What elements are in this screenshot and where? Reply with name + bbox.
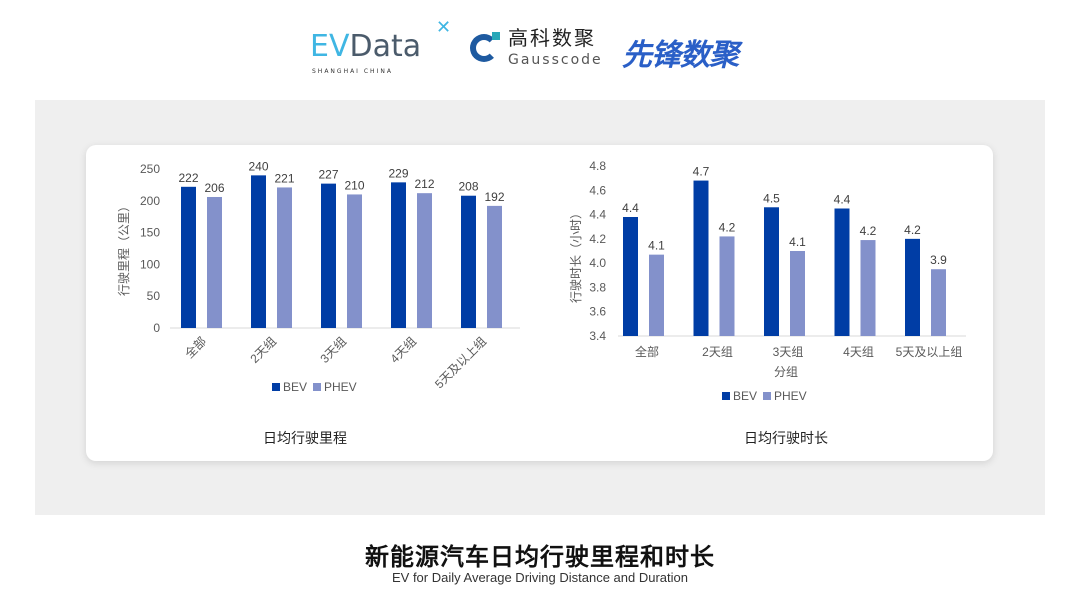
x-tick-label: 3天组 xyxy=(773,345,804,359)
data-label: 4.2 xyxy=(719,220,736,234)
x-axis-title: 分组 xyxy=(774,365,798,379)
bar-phev xyxy=(347,194,362,328)
legend-swatch-phev xyxy=(313,383,321,391)
y-axis-title: 行驶时长（小时） xyxy=(568,207,583,303)
bar-phev xyxy=(860,240,876,336)
bar-phev xyxy=(649,254,664,336)
x-tick-label: 4天组 xyxy=(843,345,874,359)
y-tick-label: 200 xyxy=(140,194,160,208)
data-label: 222 xyxy=(178,171,198,185)
gausscode-mark-icon xyxy=(470,34,498,62)
logo-text: 高科数聚 xyxy=(508,28,596,50)
bar-bev xyxy=(461,195,476,328)
logo-text: EV xyxy=(310,29,350,64)
data-label: 4.4 xyxy=(622,201,639,215)
bar-phev xyxy=(207,196,222,328)
y-tick-label: 250 xyxy=(140,162,160,176)
chart-title: 日均行驶里程 xyxy=(263,430,347,446)
bar-phev xyxy=(487,205,502,328)
bar-phev xyxy=(719,236,735,336)
bar-phev xyxy=(931,269,946,336)
bar-phev xyxy=(277,187,292,328)
bar-bev xyxy=(623,217,638,336)
y-tick-label: 3.6 xyxy=(589,305,606,319)
bar-bev xyxy=(764,207,779,336)
data-label: 229 xyxy=(388,166,408,180)
legend-swatch-bev xyxy=(272,383,280,391)
bar-phev xyxy=(790,251,805,336)
data-label: 4.1 xyxy=(648,239,665,253)
y-tick-label: 4.4 xyxy=(589,208,606,222)
x-tick-label: 2天组 xyxy=(248,334,280,366)
y-tick-label: 4.0 xyxy=(589,256,606,270)
data-label: 4.4 xyxy=(834,193,851,207)
data-label: 208 xyxy=(458,180,478,194)
y-tick-label: 4.6 xyxy=(589,183,606,197)
legend-label: BEV xyxy=(283,380,307,394)
page-title: 新能源汽车日均行驶里程和时长 xyxy=(365,544,715,571)
bar-bev xyxy=(391,182,406,328)
data-label: 4.2 xyxy=(860,224,877,238)
x-tick-label: 5天及以上组 xyxy=(896,345,963,359)
x-tick-label: 2天组 xyxy=(702,345,733,359)
legend-swatch-bev xyxy=(722,392,730,400)
data-label: 206 xyxy=(204,181,224,195)
logo-text: Data xyxy=(349,29,422,64)
y-tick-label: 3.8 xyxy=(589,280,606,294)
legend-label: BEV xyxy=(733,389,757,403)
bar-bev xyxy=(251,175,266,328)
y-tick-label: 4.2 xyxy=(589,232,606,246)
logo-text: Gausscode xyxy=(508,52,603,68)
xianfeng-logo: 先锋数聚 xyxy=(622,39,739,72)
x-tick-label: 5天及以上组 xyxy=(432,334,489,391)
data-label: 227 xyxy=(318,168,338,182)
data-label: 221 xyxy=(274,171,294,185)
y-tick-label: 150 xyxy=(140,226,160,240)
y-axis-title: 行驶里程（公里） xyxy=(116,200,131,296)
y-tick-label: 3.4 xyxy=(589,329,606,343)
logo-bar: EVData ✕ SHANGHAI CHINA 高科数聚 Gausscode 先… xyxy=(0,18,1080,76)
x-tick-label: 全部 xyxy=(182,334,210,362)
bar-bev xyxy=(693,180,709,336)
y-tick-label: 100 xyxy=(140,257,160,271)
data-label: 212 xyxy=(414,177,434,191)
x-tick-label: 4天组 xyxy=(388,334,420,366)
bar-bev xyxy=(905,238,920,336)
bar-bev xyxy=(834,208,850,336)
logo-x-mark: ✕ xyxy=(436,17,452,38)
evdata-logo: EVData ✕ SHANGHAI CHINA xyxy=(310,18,451,76)
y-tick-label: 50 xyxy=(147,289,161,303)
legend-label: PHEV xyxy=(774,389,807,403)
data-label: 4.7 xyxy=(693,165,710,179)
data-label: 3.9 xyxy=(930,253,947,267)
data-label: 4.5 xyxy=(763,191,780,205)
bar-bev xyxy=(181,186,196,328)
logo-subtext: SHANGHAI CHINA xyxy=(312,68,393,75)
data-label: 4.1 xyxy=(789,235,806,249)
data-label: 240 xyxy=(248,159,268,173)
gausscode-square-icon xyxy=(492,32,500,40)
y-tick-label: 4.8 xyxy=(589,159,606,173)
data-label: 4.2 xyxy=(904,223,921,237)
page-subtitle: EV for Daily Average Driving Distance an… xyxy=(391,570,689,585)
chart-title: 日均行驶时长 xyxy=(744,430,828,446)
bar-phev xyxy=(417,193,432,328)
x-tick-label: 全部 xyxy=(635,344,659,359)
legend-swatch-phev xyxy=(763,392,771,400)
y-tick-label: 0 xyxy=(153,321,160,335)
bar-bev xyxy=(321,183,336,328)
data-label: 210 xyxy=(344,178,364,192)
data-label: 192 xyxy=(484,190,504,204)
x-tick-label: 3天组 xyxy=(318,334,350,366)
legend-label: PHEV xyxy=(324,380,357,394)
